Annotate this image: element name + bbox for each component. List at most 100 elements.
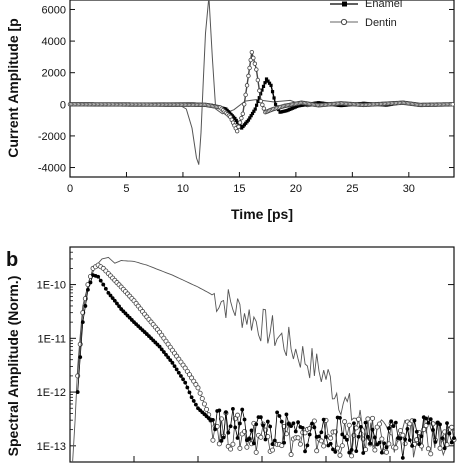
point-b-enamel <box>370 427 375 432</box>
point-b-enamel <box>181 377 185 382</box>
point-b-dentin <box>210 437 216 443</box>
point-b-enamel <box>377 440 382 445</box>
point-b-enamel <box>405 426 410 431</box>
point-b-dentin <box>77 341 83 347</box>
point-b-enamel <box>161 350 166 354</box>
point-b-enamel <box>347 450 352 455</box>
point-b-enamel <box>96 274 101 279</box>
point-b-enamel <box>191 399 196 403</box>
point-b-enamel <box>442 446 447 451</box>
point-a-dentin <box>234 128 240 134</box>
point-b-dentin <box>199 396 205 402</box>
point-a-dentin <box>243 92 248 98</box>
point-a-enamel <box>272 96 276 100</box>
point-b-enamel <box>317 434 321 439</box>
point-b-enamel <box>445 421 449 426</box>
point-b-enamel <box>307 432 312 437</box>
point-b-enamel <box>224 410 228 415</box>
point-b-enamel <box>221 435 226 440</box>
point-b-enamel <box>403 437 408 442</box>
point-b-enamel <box>80 320 85 325</box>
point-a-enamel <box>250 111 255 116</box>
point-b-dentin <box>279 443 285 449</box>
point-b-enamel <box>293 429 298 434</box>
point-b-enamel <box>179 374 183 378</box>
point-b-dentin <box>393 445 399 451</box>
point-b-dentin <box>253 449 259 455</box>
point-b-enamel <box>352 421 356 426</box>
y-tick-label-b: 1E-12 <box>37 387 66 399</box>
point-b-dentin <box>314 448 320 454</box>
point-b-enamel <box>400 456 405 460</box>
point-a-enamel <box>269 83 273 87</box>
point-a-enamel <box>249 114 253 118</box>
legend-a: Enamel Dentin <box>330 0 402 29</box>
point-b-dentin <box>365 416 371 422</box>
point-b-enamel <box>251 441 256 446</box>
series-group-a <box>67 0 455 165</box>
point-b-enamel <box>174 367 179 372</box>
y-axis-label-a: Current Amplitude [p <box>5 18 21 157</box>
series-group-b <box>72 256 457 463</box>
point-b-enamel <box>428 417 433 422</box>
point-b-enamel <box>240 407 245 412</box>
point-a-dentin <box>257 88 262 93</box>
y-axis-label-b: Spectral Amplitude (Norm.) <box>5 276 21 457</box>
point-b-dentin <box>397 428 403 434</box>
point-b-enamel <box>231 406 235 411</box>
point-b-dentin <box>218 416 224 422</box>
point-b-enamel <box>78 355 83 360</box>
point-b-dentin <box>342 419 348 425</box>
point-b-dentin <box>346 422 352 428</box>
point-b-enamel <box>412 418 417 423</box>
panel-a: -4000 -2000 0 2000 4000 6000 0 5 10 15 20 25 30 Cur… <box>5 0 455 222</box>
point-b-enamel <box>291 421 296 426</box>
point-b-dentin <box>295 435 301 441</box>
point-b-enamel <box>414 429 419 434</box>
point-a-dentin <box>240 111 245 116</box>
point-b-enamel <box>211 417 215 422</box>
legend-dentin-marker <box>340 18 348 26</box>
y-tick-label-a: 6000 <box>42 4 66 16</box>
y-tick-label-a: 4000 <box>42 36 66 48</box>
point-b-enamel <box>419 434 424 439</box>
point-b-dentin <box>321 443 327 449</box>
point-b-dentin <box>244 444 250 450</box>
point-a-enamel <box>270 90 275 94</box>
point-b-enamel <box>363 420 368 425</box>
point-b-enamel <box>187 390 192 395</box>
point-b-dentin <box>377 421 383 427</box>
point-b-enamel <box>440 436 445 441</box>
point-a-enamel <box>266 79 270 83</box>
point-b-dentin <box>363 447 369 453</box>
point-b-dentin <box>449 424 455 430</box>
point-b-enamel <box>103 286 108 291</box>
point-b-enamel <box>312 425 317 430</box>
point-a-enamel <box>257 96 261 100</box>
point-a-enamel <box>261 84 266 88</box>
y-tick-label-a: -4000 <box>38 163 66 175</box>
point-b-enamel <box>185 385 190 390</box>
y-tick-label-a: 0 <box>60 99 66 111</box>
point-b-enamel <box>310 421 314 426</box>
point-a-enamel <box>246 118 251 122</box>
point-b-enamel <box>452 436 456 440</box>
point-b-enamel <box>391 424 396 429</box>
point-b-enamel <box>166 355 171 360</box>
point-b-dentin <box>425 446 431 452</box>
point-b-enamel <box>101 282 106 287</box>
point-b-dentin <box>318 438 324 444</box>
point-b-enamel <box>268 424 273 429</box>
point-b-enamel <box>296 420 300 425</box>
point-b-enamel <box>110 296 115 301</box>
y-axis-a: -4000 -2000 0 2000 4000 6000 <box>38 4 454 175</box>
point-a-dentin <box>247 65 252 71</box>
point-a-enamel <box>273 102 278 106</box>
point-b-enamel <box>342 435 347 440</box>
point-b-dentin <box>237 445 243 451</box>
point-b-enamel <box>279 419 284 424</box>
point-b-dentin <box>283 431 289 437</box>
point-b-enamel <box>233 425 238 430</box>
point-b-enamel <box>424 416 428 421</box>
point-b-enamel <box>106 290 111 295</box>
